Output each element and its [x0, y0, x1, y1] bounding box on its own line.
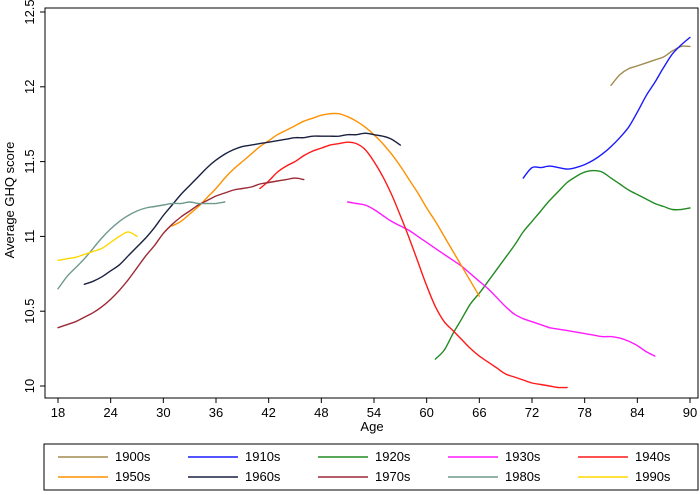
x-tick-label: 30: [156, 405, 170, 420]
axes: 10 10.5 11 11.5 12 12.5 18 24 30 36 42 48 54 60 66 72 78…: [22, 0, 699, 420]
x-tick-label: 54: [367, 405, 381, 420]
legend: 1900s 1910s 1920s 1930s 1940s 1950s 1960s 1970s…: [43, 443, 699, 491]
series-line-1980s: [57, 201, 226, 290]
plot-frame: [44, 7, 699, 399]
y-tick-label: 12.5: [22, 0, 37, 25]
y-axis-title: Average GHQ score: [2, 142, 17, 259]
series-line-1910s: [522, 36, 691, 179]
x-tick-label: 42: [261, 405, 275, 420]
legend-label-1950s: 1950s: [115, 469, 151, 484]
x-tick-label: 60: [419, 405, 433, 420]
legend-label-1930s: 1930s: [505, 449, 541, 464]
legend-label-1940s: 1940s: [635, 449, 671, 464]
y-tick-label: 11.5: [22, 149, 37, 173]
x-axis-title: Age: [360, 419, 383, 434]
y-tick-label: 10.5: [22, 299, 37, 324]
series-line-1960s: [83, 132, 401, 285]
series-line-1970s: [57, 177, 305, 329]
x-tick-label: 72: [525, 405, 539, 420]
x-tick-label: 66: [472, 405, 486, 420]
legend-label-1900s: 1900s: [115, 449, 151, 464]
legend-label-1920s: 1920s: [375, 449, 411, 464]
series-line-1940s: [259, 141, 568, 389]
series-line-1990s: [57, 231, 138, 261]
x-tick-label: 18: [51, 405, 65, 420]
x-tick-label: 90: [683, 405, 697, 420]
legend-label-1980s: 1980s: [505, 469, 541, 484]
legend-label-1960s: 1960s: [245, 469, 281, 484]
y-tick-label: 10: [22, 379, 37, 393]
series-line-1950s: [171, 112, 480, 297]
legend-label-1910s: 1910s: [245, 449, 281, 464]
x-tick-label: 48: [314, 405, 328, 420]
x-tick-label: 24: [103, 405, 117, 420]
y-tick-label: 11: [22, 230, 37, 244]
legend-box: [43, 443, 699, 491]
y-tick-label: 12: [22, 80, 37, 94]
plot-lines: [57, 36, 691, 389]
x-tick-label: 36: [209, 405, 223, 420]
x-tick-label: 84: [630, 405, 644, 420]
legend-label-1990s: 1990s: [635, 469, 671, 484]
x-tick-label: 78: [577, 405, 591, 420]
legend-label-1970s: 1970s: [375, 469, 411, 484]
series-line-1930s: [347, 201, 656, 357]
